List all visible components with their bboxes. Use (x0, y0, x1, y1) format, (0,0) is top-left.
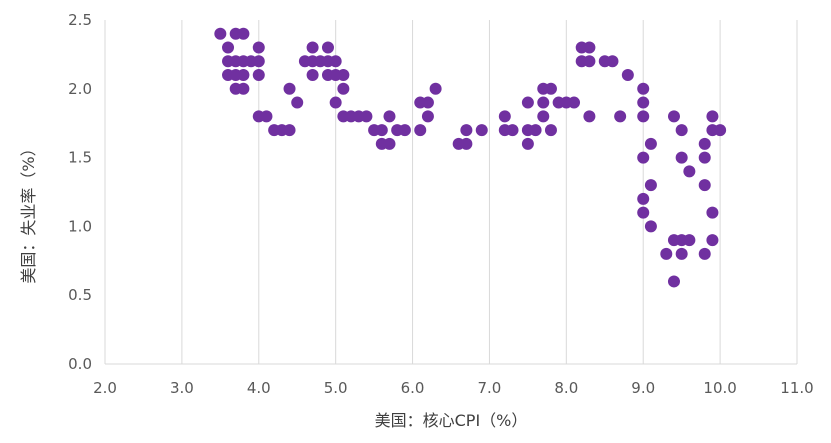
x-tick-label: 5.0 (324, 379, 348, 397)
y-tick-label: 0.5 (68, 286, 92, 304)
data-point (544, 82, 557, 95)
data-point (706, 234, 719, 247)
data-point (706, 110, 719, 123)
data-point (306, 69, 319, 82)
data-point (537, 96, 550, 109)
data-point (706, 206, 719, 219)
data-point (683, 234, 696, 247)
data-point (252, 69, 265, 82)
data-point (644, 220, 657, 233)
data-point (337, 82, 350, 95)
data-point (429, 82, 442, 95)
data-point (460, 124, 473, 137)
data-point (421, 96, 434, 109)
x-tick-label: 7.0 (478, 379, 502, 397)
x-tick-label: 11.0 (780, 379, 813, 397)
data-point (214, 27, 227, 40)
y-tick-label: 2.0 (68, 80, 92, 98)
data-point (237, 27, 250, 40)
y-tick-label: 1.5 (68, 149, 92, 167)
x-tick-label: 9.0 (631, 379, 655, 397)
data-point (421, 110, 434, 123)
data-point (283, 124, 296, 137)
y-tick-label: 1.0 (68, 217, 92, 235)
data-point (698, 151, 711, 164)
data-point (529, 124, 542, 137)
y-tick-label: 2.5 (68, 11, 92, 29)
x-axis-title: 美国：核心CPI（%） (375, 411, 528, 430)
y-axis-title: 美国：失业率（%） (19, 140, 38, 283)
data-point (291, 96, 304, 109)
data-point (644, 137, 657, 150)
data-point (506, 124, 519, 137)
data-point (675, 124, 688, 137)
data-point (383, 110, 396, 123)
data-point (637, 82, 650, 95)
x-tick-label: 10.0 (703, 379, 736, 397)
x-tick-label: 8.0 (554, 379, 578, 397)
data-point (637, 192, 650, 205)
data-point (375, 124, 388, 137)
data-point (521, 137, 534, 150)
data-point (583, 110, 596, 123)
y-tick-label: 0.0 (68, 355, 92, 373)
data-point (698, 247, 711, 260)
x-tick-label: 2.0 (93, 379, 117, 397)
data-point (675, 151, 688, 164)
grid-lines (104, 20, 798, 365)
data-point (237, 69, 250, 82)
data-point (537, 110, 550, 123)
x-tick-label: 4.0 (247, 379, 271, 397)
data-point (237, 82, 250, 95)
data-point (321, 41, 334, 54)
data-point (252, 55, 265, 68)
data-point (337, 69, 350, 82)
data-point (260, 110, 273, 123)
data-point (383, 137, 396, 150)
data-point (683, 165, 696, 178)
x-tick-label: 3.0 (170, 379, 194, 397)
data-point (398, 124, 411, 137)
data-point (329, 96, 342, 109)
tick-labels: 2.0 3.0 4.0 5.0 6.0 7.0 8.0 9.0 10.0 11.0 0.0 0.5 1.… (68, 11, 814, 397)
data-point (583, 41, 596, 54)
data-point (329, 55, 342, 68)
data-point (698, 179, 711, 192)
x-tick-label: 6.0 (401, 379, 425, 397)
data-point (360, 110, 373, 123)
data-point (414, 124, 427, 137)
data-point (521, 96, 534, 109)
data-point (637, 96, 650, 109)
data-point (675, 247, 688, 260)
data-point (283, 82, 296, 95)
data-point (698, 137, 711, 150)
data-point (568, 96, 581, 109)
data-point (637, 206, 650, 219)
data-point (714, 124, 727, 137)
data-point (614, 110, 627, 123)
data-points (214, 27, 727, 288)
data-point (252, 41, 265, 54)
data-point (621, 69, 634, 82)
data-point (644, 179, 657, 192)
data-point (544, 124, 557, 137)
data-point (637, 151, 650, 164)
data-point (606, 55, 619, 68)
data-point (498, 110, 511, 123)
data-point (667, 275, 680, 288)
data-point (222, 41, 235, 54)
data-point (667, 110, 680, 123)
data-point (660, 247, 673, 260)
data-point (637, 110, 650, 123)
data-point (306, 41, 319, 54)
data-point (460, 137, 473, 150)
data-point (475, 124, 488, 137)
data-point (583, 55, 596, 68)
